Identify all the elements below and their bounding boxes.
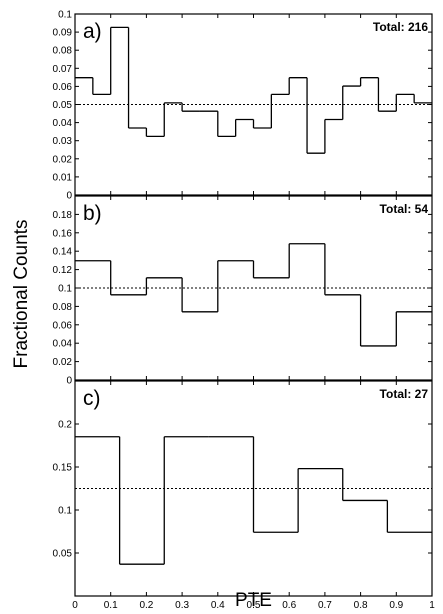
y-tick-label: 0.1 [58, 284, 72, 295]
y-tick-label: 0 [66, 376, 72, 387]
y-tick-label: 0.07 [53, 64, 73, 75]
y-tick-label: 0.18 [53, 210, 73, 221]
x-tick-label: 0.5 [247, 600, 261, 611]
total-label: Total: 27 [380, 387, 429, 401]
y-tick-label: 0.03 [53, 136, 73, 147]
y-tick-label: 0.1 [58, 10, 72, 21]
panel-label: b) [83, 202, 102, 225]
x-axis-title: PTE [235, 590, 272, 611]
y-tick-label: 0.15 [53, 463, 73, 474]
y-tick-label: 0.06 [53, 320, 73, 331]
y-tick-label: 0.16 [53, 228, 73, 239]
y-tick-label: 0.09 [53, 28, 73, 39]
y-tick-label: 0.14 [53, 247, 73, 258]
y-tick-label: 0.08 [53, 302, 73, 313]
y-tick-label: 0.05 [53, 100, 73, 111]
y-tick-label: 0.02 [53, 357, 73, 368]
total-label: Total: 54 [380, 202, 429, 216]
y-tick-label: 0 [66, 191, 72, 202]
y-tick-label: 0.05 [53, 549, 73, 560]
y-tick-label: 0.12 [53, 265, 73, 276]
y-tick-label: 0.01 [53, 172, 73, 183]
panel-label: a) [83, 20, 102, 43]
x-tick-label: 0.7 [318, 600, 332, 611]
y-tick-label: 0.06 [53, 82, 73, 93]
x-tick-label: 0.6 [282, 600, 296, 611]
x-tick-label: 0.9 [389, 600, 403, 611]
x-tick-label: 0.8 [354, 600, 368, 611]
y-tick-label: 0.04 [53, 118, 73, 129]
x-tick-label: 0.1 [104, 600, 118, 611]
x-tick-label: 1 [429, 600, 435, 611]
y-tick-label: 0.02 [53, 154, 73, 165]
y-tick-label: 0.04 [53, 339, 73, 350]
panel-label: c) [83, 387, 101, 410]
y-axis-title: Fractional Counts [11, 220, 32, 369]
x-tick-label: 0.4 [211, 600, 225, 611]
x-tick-label: 0.3 [175, 600, 189, 611]
y-tick-label: 0.2 [58, 420, 72, 431]
x-tick-label: 0.2 [139, 600, 153, 611]
y-tick-label: 0.08 [53, 46, 73, 57]
x-tick-label: 0 [72, 600, 78, 611]
y-tick-label: 0.1 [58, 506, 72, 517]
total-label: Total: 216 [373, 20, 428, 34]
